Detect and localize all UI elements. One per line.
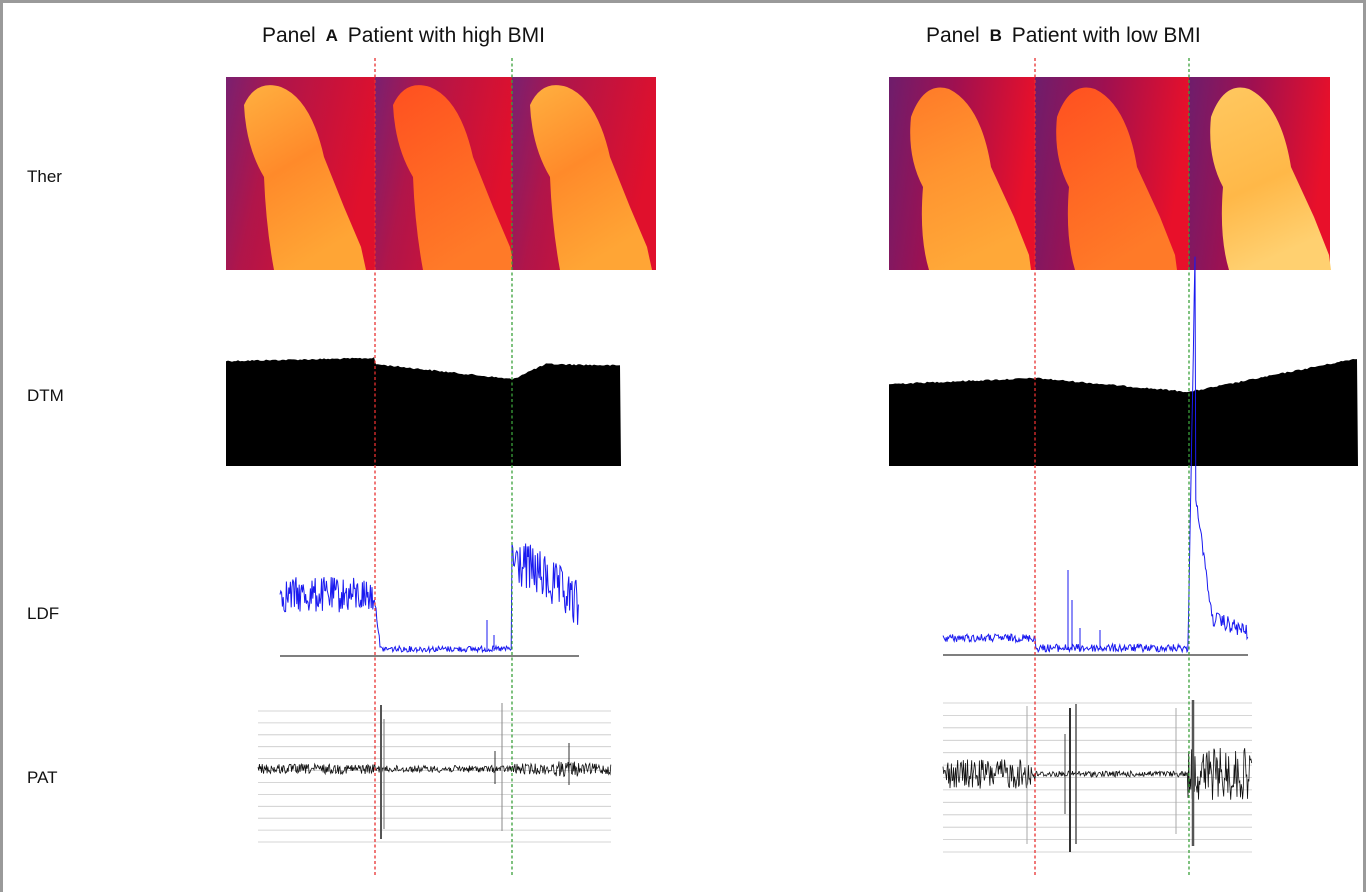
ldf-traces <box>279 256 1249 657</box>
ldf-b-trace <box>942 256 1249 654</box>
thermal-a-release <box>512 77 656 270</box>
thermal-a-occlusion-finger <box>393 85 515 270</box>
thermal-b-occlusion <box>1035 77 1189 270</box>
pat-b-trace <box>942 747 1253 800</box>
panel-b-caption: Patient with low BMI <box>1011 24 1201 47</box>
panel-b-prefix: Panel <box>926 24 980 47</box>
dtm-traces <box>226 357 1358 466</box>
panel-b-title: Panel B Patient with low BMI <box>926 24 1201 48</box>
pat-traces <box>257 700 1253 853</box>
row-label-dtm: DTM <box>27 386 64 405</box>
pat-a-trace <box>257 761 612 778</box>
panel-a-letter: A <box>325 26 338 45</box>
panel-a-prefix: Panel <box>262 24 316 47</box>
thermal-b-release <box>1189 77 1331 270</box>
thermal-b-baseline <box>889 77 1035 270</box>
event-markers <box>374 58 1190 876</box>
thermal-b-baseline-finger <box>910 87 1031 270</box>
row-label-ldf: LDF <box>27 604 60 623</box>
panel-a-title: Panel A Patient with high BMI <box>262 24 545 48</box>
ldf-a-trace <box>279 543 579 654</box>
dtm-b-area <box>889 359 1358 466</box>
thermal-a-occlusion <box>375 77 515 270</box>
row-label-pat: PAT <box>27 768 58 787</box>
thermal-b-release-finger <box>1210 87 1331 270</box>
panel-a-caption: Patient with high BMI <box>347 24 545 47</box>
thermal-a-baseline-finger <box>244 85 366 270</box>
thermal-images <box>226 77 1331 270</box>
thermal-b-occlusion-finger <box>1056 87 1177 270</box>
panel-b-letter: B <box>989 26 1002 45</box>
thermal-a-baseline <box>226 77 375 270</box>
row-label-ther: Ther <box>27 167 62 186</box>
dtm-a-area <box>226 357 621 466</box>
thermal-a-release-finger <box>530 85 652 270</box>
